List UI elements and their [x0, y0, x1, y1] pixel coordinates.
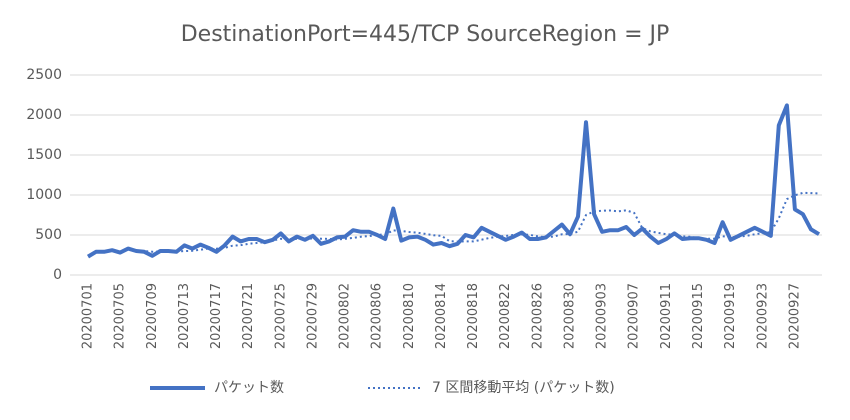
- series-line: [86, 103, 821, 259]
- x-tick-label: 20200709: [145, 283, 160, 349]
- legend-label: パケット数: [214, 380, 284, 396]
- x-tick-label: 20200806: [370, 283, 385, 349]
- y-tick-label: 2500: [26, 67, 62, 83]
- x-tick-label: 20200802: [338, 283, 353, 349]
- x-tick-label: 20200830: [562, 283, 577, 349]
- x-tick-label: 20200725: [273, 283, 288, 349]
- chart-title: DestinationPort=445/TCP SourceRegion = J…: [181, 22, 670, 47]
- x-tick-label: 20200903: [595, 283, 610, 349]
- x-tick-label: 20200810: [402, 283, 417, 349]
- x-tick-label: 20200915: [691, 283, 706, 349]
- x-tick-label: 20200713: [177, 283, 192, 349]
- x-tick-label: 20200814: [434, 283, 449, 349]
- x-tick-label: 20200911: [659, 283, 674, 349]
- y-tick-label: 0: [53, 267, 62, 283]
- x-tick-label: 20200717: [209, 283, 224, 349]
- x-tick-label: 20200927: [787, 283, 802, 349]
- x-tick-label: 20200919: [723, 283, 738, 349]
- x-tick-label: 20200822: [498, 283, 513, 349]
- x-tick-label: 20200729: [305, 283, 320, 349]
- x-tick-label: 20200721: [241, 283, 256, 349]
- x-tick-label: 20200826: [530, 283, 545, 349]
- legend-label: 7 区間移動平均 (パケット数): [432, 380, 615, 396]
- y-tick-label: 500: [35, 227, 62, 243]
- y-tick-label: 1000: [26, 187, 62, 203]
- x-tick-label: 20200701: [81, 283, 96, 349]
- y-tick-label: 2000: [26, 107, 62, 123]
- x-tick-label: 20200907: [627, 283, 642, 349]
- series-line: [136, 191, 820, 253]
- x-tick-label: 20200818: [466, 283, 481, 349]
- x-tick-label: 20200923: [755, 283, 770, 349]
- y-tick-label: 1500: [26, 147, 62, 163]
- x-tick-label: 20200705: [113, 283, 128, 349]
